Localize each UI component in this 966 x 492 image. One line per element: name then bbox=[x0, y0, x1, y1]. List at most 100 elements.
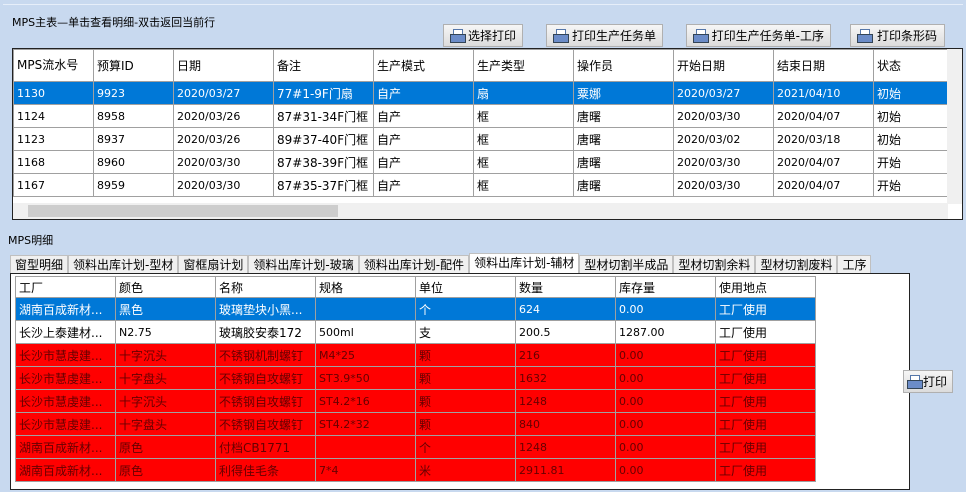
table-cell: 个 bbox=[415, 297, 516, 321]
table-cell: 89#37-40F门框 bbox=[273, 127, 374, 151]
table-row[interactable]: 长沙市慧虔建... 十字沉头 不锈钢自攻螺钉 ST4.2*16 颗 1248 0.00 工厂使… bbox=[15, 389, 816, 413]
detail-grid[interactable]: 工厂 颜色 名称 规格 单位 数量 库存量 使用地点 湖南百成新材... 黑色 玻璃垫块小黑... 个… bbox=[10, 273, 910, 490]
table-cell: 唐曙 bbox=[573, 127, 674, 151]
tab-4[interactable]: 领料出库计划-配件 bbox=[358, 255, 470, 274]
tab-9[interactable]: 工序 bbox=[837, 255, 872, 274]
column-header[interactable]: 日期 bbox=[173, 49, 274, 82]
column-header[interactable]: 生产类型 bbox=[473, 49, 574, 82]
table-row[interactable]: 湖南百成新材... 黑色 玻璃垫块小黑... 个 624 0.00 工厂使用 bbox=[15, 297, 816, 321]
button-label: 打印生产任务单-工序 bbox=[711, 29, 824, 43]
print-barcode-button[interactable]: 打印条形码 bbox=[850, 24, 945, 47]
tab-0[interactable]: 窗型明细 bbox=[10, 255, 69, 274]
tab-5[interactable]: 领料出库计划-辅材 bbox=[469, 253, 580, 274]
table-cell: 1168 bbox=[13, 150, 94, 174]
column-header[interactable]: 工厂 bbox=[15, 276, 116, 298]
table-cell: 框 bbox=[473, 150, 574, 174]
table-row[interactable]: 长沙上泰建材... N2.75 玻璃胶安泰172 500ml 支 200.5 1287.00… bbox=[15, 320, 816, 344]
column-header[interactable]: 颜色 bbox=[115, 276, 216, 298]
table-row[interactable]: 1168 8960 2020/03/30 87#38-39F门框 自产框唐曙 2020/0… bbox=[13, 150, 962, 174]
tab-6[interactable]: 型材切割半成品 bbox=[579, 255, 674, 274]
table-cell: 不锈钢机制螺钉 bbox=[215, 343, 316, 367]
column-header[interactable]: 开始日期 bbox=[673, 49, 774, 82]
table-row[interactable]: 1167 8959 2020/03/30 87#35-37F门框 自产框唐曙 2020/0… bbox=[13, 173, 962, 197]
table-cell: 湖南百成新材... bbox=[15, 435, 116, 459]
table-cell: 颗 bbox=[415, 343, 516, 367]
table-cell: 8960 bbox=[93, 150, 174, 174]
table-cell: 87#31-34F门框 bbox=[273, 104, 374, 128]
table-cell: 自产 bbox=[373, 104, 474, 128]
table-cell: 1632 bbox=[515, 366, 616, 390]
tab-7[interactable]: 型材切割余料 bbox=[673, 255, 756, 274]
detail-tabs: 窗型明细 领料出库计划-型材 窗框扇计划 领料出库计划-玻璃 领料出库计划-配件 领料出库… bbox=[10, 253, 872, 274]
table-cell: 87#38-39F门框 bbox=[273, 150, 374, 174]
table-cell: 长沙市慧虔建... bbox=[15, 412, 116, 436]
table-cell: 粟娜 bbox=[573, 81, 674, 105]
table-cell: ST4.2*16 bbox=[315, 389, 416, 413]
table-cell: 米 bbox=[415, 458, 516, 482]
button-label: 打印条形码 bbox=[877, 29, 938, 43]
table-cell: 工厂使用 bbox=[715, 366, 816, 390]
vertical-scrollbar[interactable] bbox=[947, 49, 962, 204]
table-cell: 自产 bbox=[373, 81, 474, 105]
scrollbar-thumb[interactable] bbox=[28, 205, 338, 217]
table-row[interactable]: 1124 8958 2020/03/26 87#31-34F门框 自产框唐曙 2020/0… bbox=[13, 104, 962, 128]
column-header[interactable]: 预算ID bbox=[93, 49, 174, 82]
table-row[interactable]: 1123 8937 2020/03/26 89#37-40F门框 自产框唐曙 2020/0… bbox=[13, 127, 962, 151]
table-cell: 自产 bbox=[373, 173, 474, 197]
table-cell: 唐曙 bbox=[573, 150, 674, 174]
column-header[interactable]: MPS流水号 bbox=[13, 49, 94, 82]
table-cell: 唐曙 bbox=[573, 173, 674, 197]
table-cell: 216 bbox=[515, 343, 616, 367]
column-header[interactable]: 库存量 bbox=[615, 276, 716, 298]
table-cell: 1130 bbox=[13, 81, 94, 105]
table-row[interactable]: 长沙市慧虔建... 十字沉头 不锈钢机制螺钉 M4*25 颗 216 0.00 工厂使用 bbox=[15, 343, 816, 367]
print-button[interactable]: 打印 bbox=[903, 370, 953, 393]
table-cell: 2020/03/26 bbox=[173, 127, 274, 151]
header-row: MPS流水号 预算ID 日期 备注 生产模式 生产类型 操作员 开始日期 结束日期 状态 bbox=[13, 49, 962, 82]
table-row[interactable]: 湖南百成新材... 原色 付档CB1771 个 1248 0.00 工厂使用 bbox=[15, 435, 816, 459]
table-cell: 十字盘头 bbox=[115, 412, 216, 436]
select-print-button[interactable]: 选择打印 bbox=[443, 24, 523, 47]
column-header[interactable]: 操作员 bbox=[573, 49, 674, 82]
button-label: 打印 bbox=[923, 375, 948, 389]
table-cell: 工厂使用 bbox=[715, 435, 816, 459]
table-cell: 工厂使用 bbox=[715, 297, 816, 321]
printer-icon bbox=[907, 375, 923, 389]
column-header[interactable]: 结束日期 bbox=[773, 49, 874, 82]
column-header[interactable]: 规格 bbox=[315, 276, 416, 298]
print-task-sheet-button[interactable]: 打印生产任务单 bbox=[546, 24, 663, 47]
table-cell: 2020/04/07 bbox=[773, 104, 874, 128]
table-row[interactable]: 湖南百成新材... 原色 利得佳毛条 7*4 米 2911.81 0.00 工厂使用 bbox=[15, 458, 816, 482]
table-cell: 颗 bbox=[415, 412, 516, 436]
table-row[interactable]: 长沙市慧虔建... 十字盘头 不锈钢自攻螺钉 ST4.2*32 颗 840 0.00 工厂使用 bbox=[15, 412, 816, 436]
table-cell: 200.5 bbox=[515, 320, 616, 344]
table-cell: 0.00 bbox=[615, 389, 716, 413]
column-header[interactable]: 生产模式 bbox=[373, 49, 474, 82]
column-header[interactable]: 数量 bbox=[515, 276, 616, 298]
column-header[interactable]: 使用地点 bbox=[715, 276, 816, 298]
table-cell: 唐曙 bbox=[573, 104, 674, 128]
table-cell: 2020/03/30 bbox=[673, 104, 774, 128]
tab-1[interactable]: 领料出库计划-型材 bbox=[68, 255, 179, 274]
table-cell: 自产 bbox=[373, 150, 474, 174]
mps-master-title: MPS主表—单击查看明细-双击返回当前行 bbox=[12, 16, 216, 29]
table-cell: 1167 bbox=[13, 173, 94, 197]
table-row[interactable]: 长沙市慧虔建... 十字盘头 不锈钢自攻螺钉 ST3.9*50 颗 1632 0.00 工厂使… bbox=[15, 366, 816, 390]
mps-detail-title: MPS明细 bbox=[8, 234, 54, 247]
table-cell: 1124 bbox=[13, 104, 94, 128]
mps-master-grid[interactable]: MPS流水号 预算ID 日期 备注 生产模式 生产类型 操作员 开始日期 结束日期 状态 1130 9… bbox=[12, 48, 963, 220]
column-header[interactable]: 备注 bbox=[273, 49, 374, 82]
column-header[interactable]: 名称 bbox=[215, 276, 316, 298]
table-cell: 长沙市慧虔建... bbox=[15, 389, 116, 413]
column-header[interactable]: 单位 bbox=[415, 276, 516, 298]
tab-3[interactable]: 领料出库计划-玻璃 bbox=[248, 255, 359, 274]
table-cell: 2020/03/30 bbox=[673, 150, 774, 174]
table-cell: 不锈钢自攻螺钉 bbox=[215, 412, 316, 436]
table-cell: 2911.81 bbox=[515, 458, 616, 482]
horizontal-scrollbar[interactable] bbox=[13, 203, 948, 219]
tab-2[interactable]: 窗框扇计划 bbox=[178, 255, 249, 274]
tab-8[interactable]: 型材切割废料 bbox=[755, 255, 838, 274]
print-task-sheet-process-button[interactable]: 打印生产任务单-工序 bbox=[686, 24, 831, 47]
table-row[interactable]: 1130 9923 2020/03/27 77#1-9F门扇 自产扇粟娜 2020/03/… bbox=[13, 81, 962, 105]
printer-icon bbox=[450, 29, 466, 43]
